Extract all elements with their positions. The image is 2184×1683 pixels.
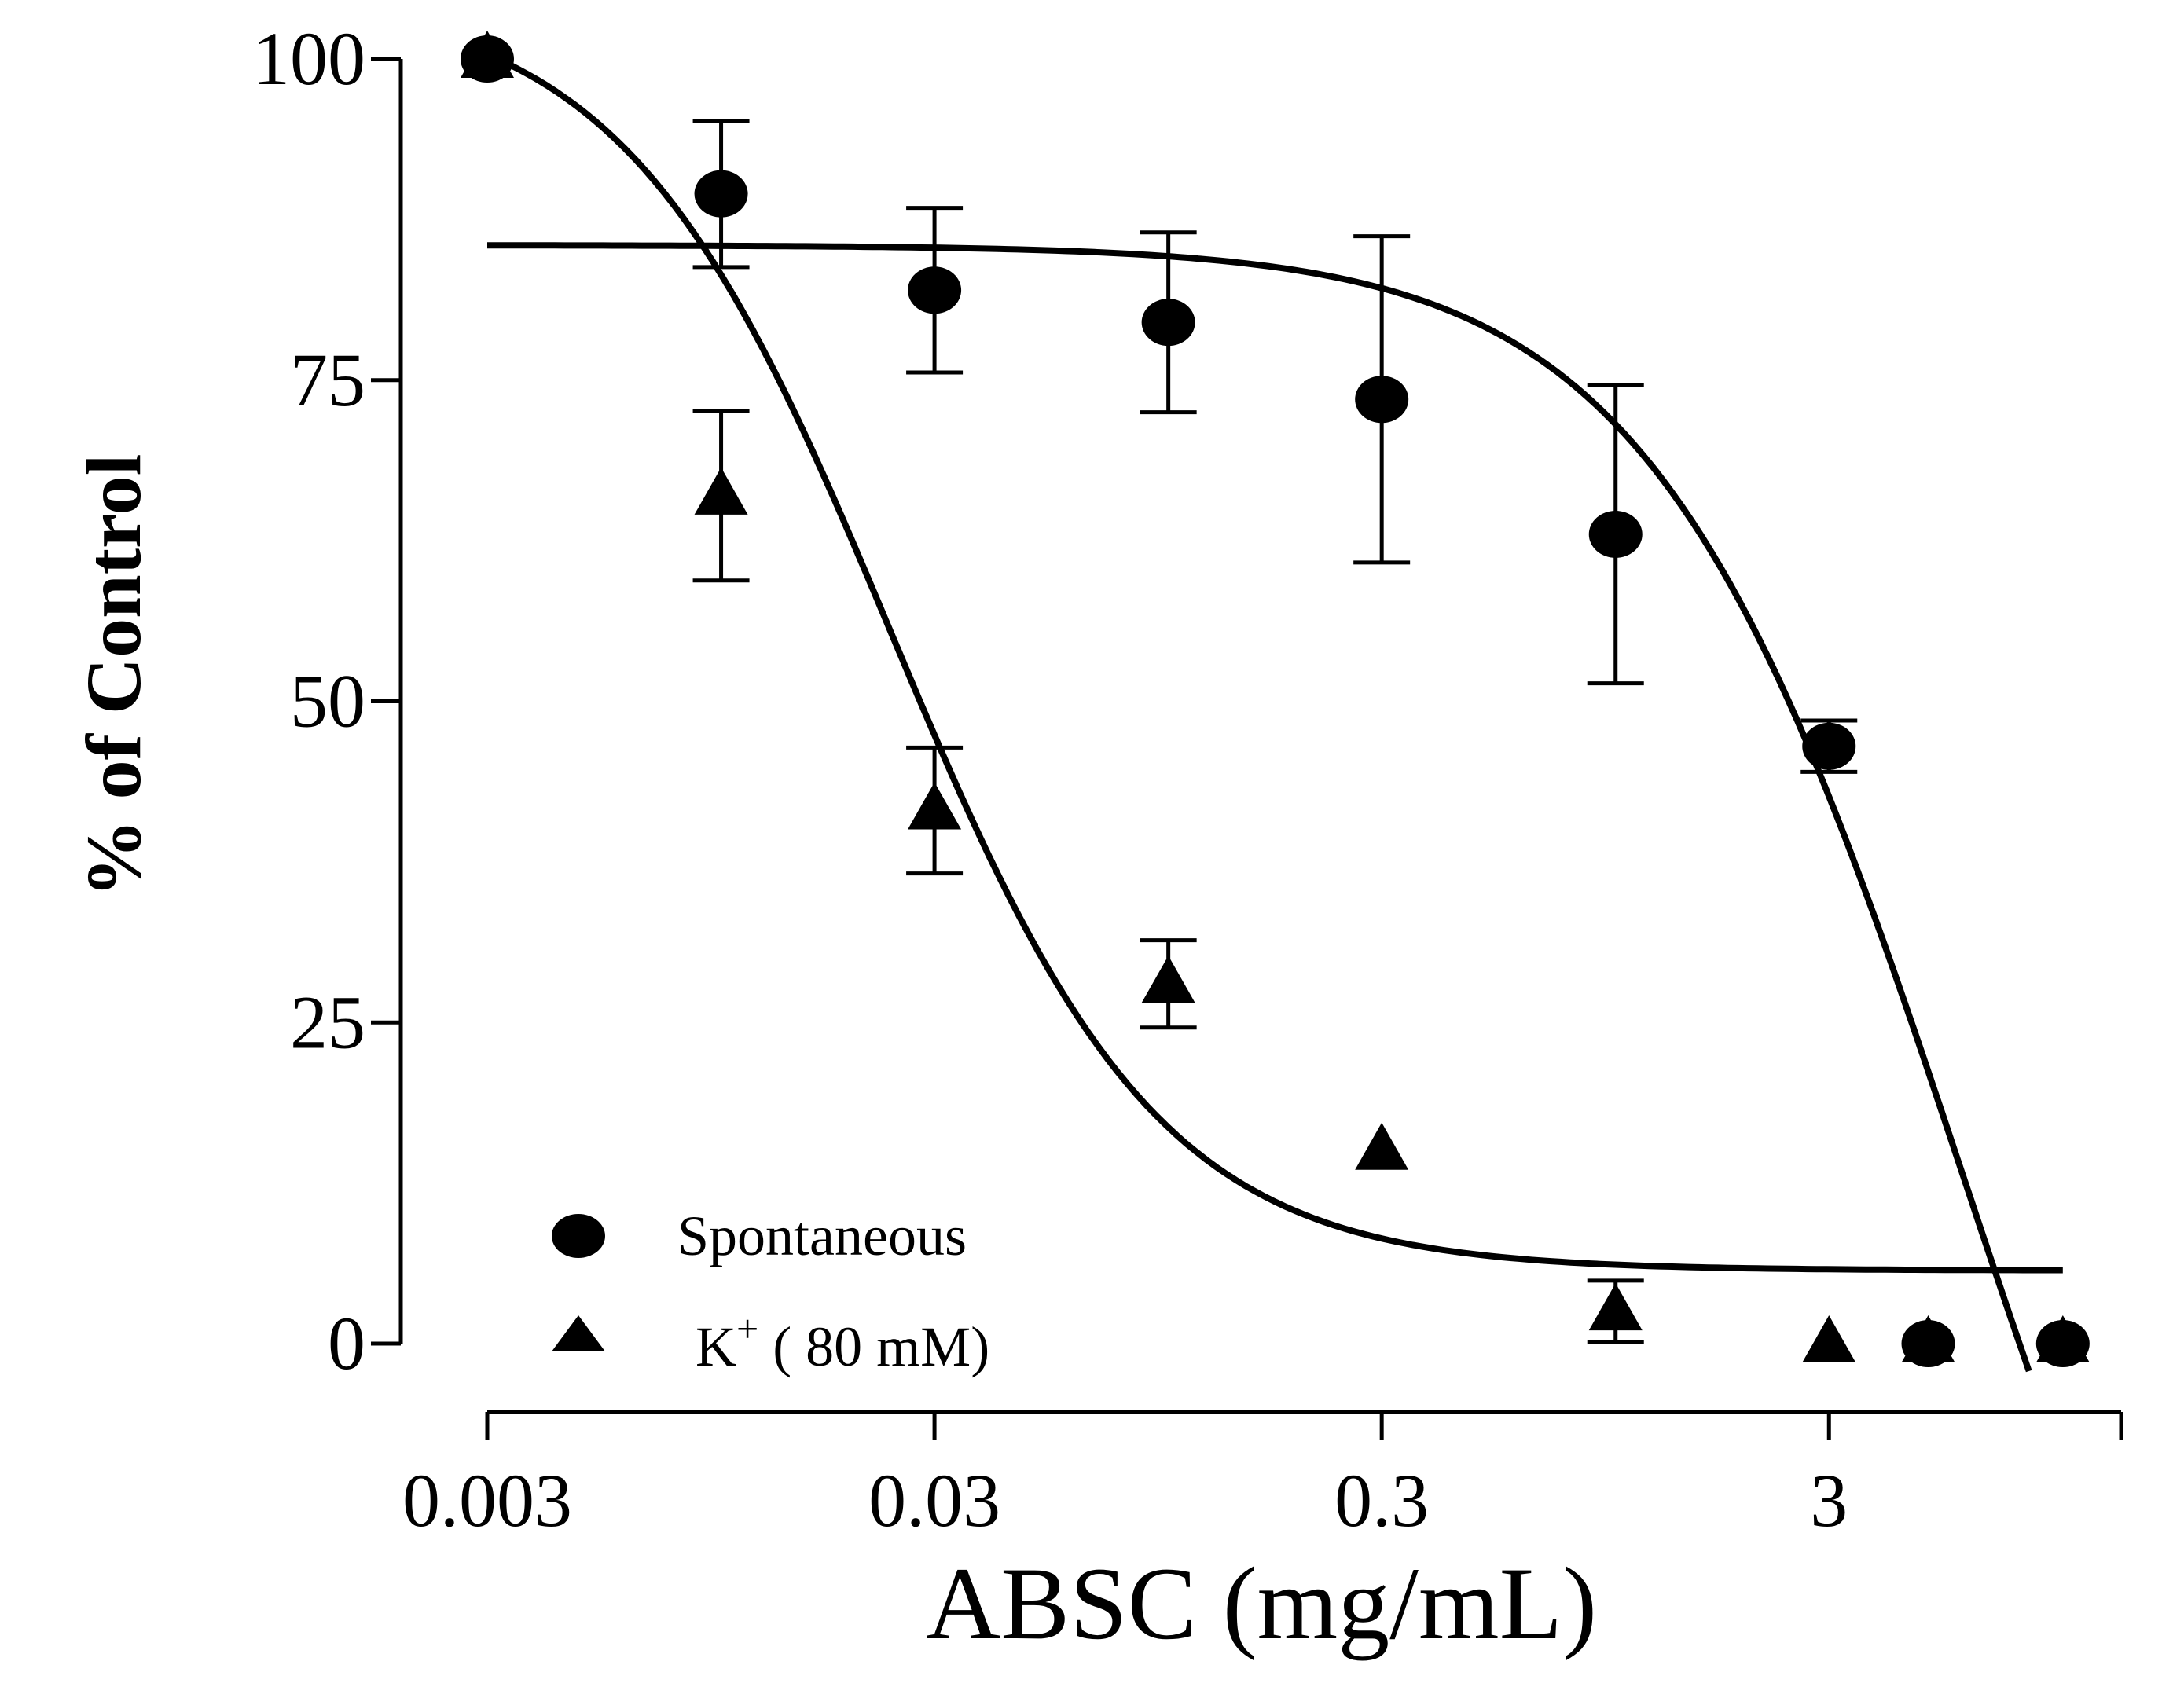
- point-triangle: [1355, 1122, 1409, 1170]
- y-tick-label: 75: [290, 338, 365, 422]
- legend-label-k80: K+ ( 80 mM): [696, 1307, 989, 1378]
- x-tick-label: 0.3: [1334, 1458, 1429, 1542]
- point-circle: [1802, 722, 1856, 770]
- point-circle: [2035, 1320, 2090, 1367]
- fit-curve-spontaneous: [487, 242, 2032, 1373]
- y-axis-title: % of Control: [70, 454, 157, 898]
- point-triangle: [1588, 1283, 1643, 1331]
- error-bars: [692, 118, 1858, 1344]
- fit-curve-k80: [486, 51, 2063, 1274]
- legend-label-k-suffix: ( 80 mM): [758, 1315, 989, 1378]
- fit-curves: [486, 51, 2063, 1373]
- point-circle: [1901, 1320, 1955, 1367]
- point-circle: [694, 170, 748, 218]
- legend-circle-marker: [552, 1214, 605, 1258]
- x-tick-label: 0.03: [868, 1458, 1000, 1542]
- point-circle: [461, 35, 514, 82]
- legend-label-k-sup: +: [736, 1307, 758, 1351]
- x-axis: 0.003 0.03 0.3 3: [402, 1410, 2123, 1542]
- point-circle: [1588, 510, 1643, 558]
- legend-label-spontaneous: Spontaneous: [677, 1204, 967, 1267]
- point-triangle: [1141, 955, 1195, 1003]
- point-circle: [1355, 376, 1409, 424]
- point-circle: [1141, 299, 1195, 346]
- x-axis-title: ABSC (mg/mL): [926, 1546, 1597, 1661]
- point-triangle: [908, 782, 962, 830]
- x-tick-label: 0.003: [402, 1458, 572, 1542]
- y-tick-label: 50: [290, 659, 365, 743]
- y-tick-label: 0: [328, 1301, 365, 1385]
- x-tick-label: 3: [1810, 1458, 1848, 1542]
- legend: Spontaneous K+ ( 80 mM): [552, 1204, 989, 1378]
- y-axis: 0 25 50 75 100: [252, 16, 403, 1385]
- y-tick-label: 25: [290, 980, 365, 1064]
- legend-triangle-marker: [552, 1315, 605, 1351]
- y-tick-label: 100: [252, 16, 365, 101]
- point-triangle: [694, 467, 748, 515]
- point-triangle: [1802, 1315, 1856, 1362]
- legend-label-k: K: [696, 1315, 736, 1378]
- point-circle: [908, 266, 962, 314]
- data-markers: [461, 31, 2090, 1367]
